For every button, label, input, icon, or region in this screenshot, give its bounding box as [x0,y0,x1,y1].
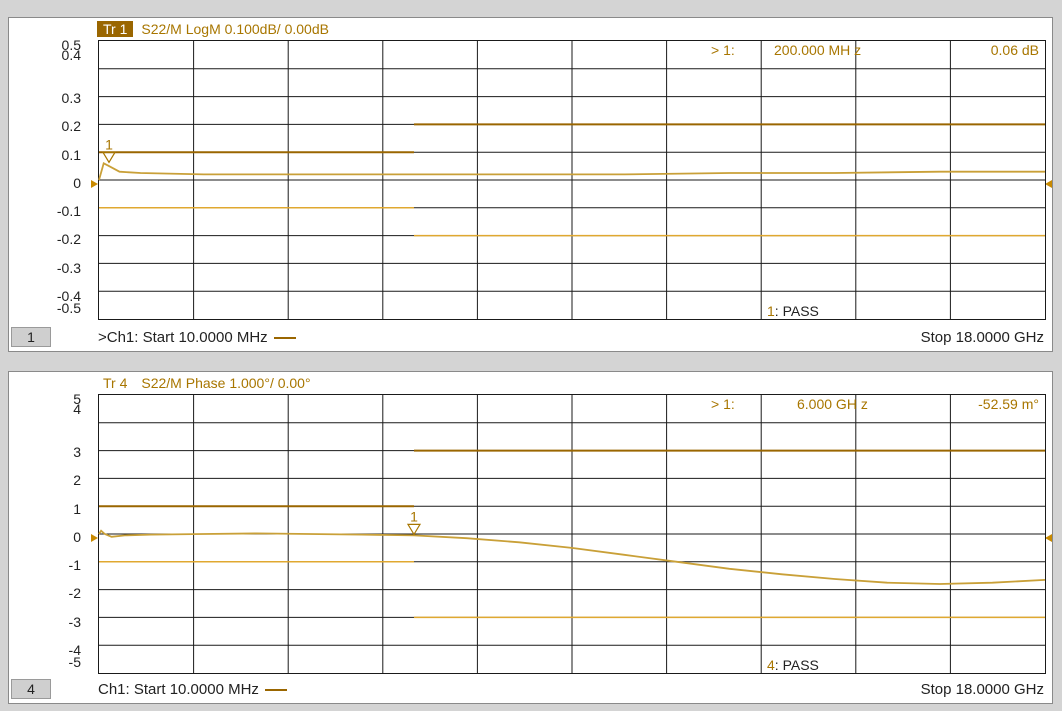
marker-number-label: 1 [410,508,418,524]
stop-frequency[interactable]: Stop 18.0000 GHz [920,681,1044,698]
start-frequency-label: Ch1: Start 10.0000 MHz [98,681,259,698]
y-axis-label: -0.1 [56,203,81,219]
y-axis-label: -0.4 [56,288,81,304]
y-axis-label: 0.2 [61,118,81,134]
y-axis-label: 3 [73,444,81,460]
y-axis-label: 2 [73,472,81,488]
y-axis-label: -1 [68,557,81,573]
stop-frequency[interactable]: Stop 18.0000 GHz [920,329,1044,346]
y-axis-label: 0.5 [61,37,81,53]
y-axis-label: 0 [73,175,81,191]
chart-svg: 1 [98,41,1045,319]
plot-area[interactable]: 1 > 1: 6.000 GH z -52.59 m° 4: PASS [98,394,1046,674]
plot-area[interactable]: 1 > 1: 200.000 MH z 0.06 dB 1: PASS [98,40,1046,320]
measurement-trace [98,529,1046,585]
y-axis-label: -0.5 [56,300,81,316]
y-axis-label: 0 [73,529,81,545]
marker-readout-value: 0.06 dB [990,42,1039,58]
trace-title: S22/M LogM 0.100dB/ 0.00dB [141,20,329,37]
start-frequency[interactable]: >Ch1: Start 10.0000 MHz [98,329,296,346]
limit-test-number: 4 [767,657,775,673]
y-axis-label: -3 [68,614,81,630]
trace-label[interactable]: Tr 4 [103,374,128,391]
trace-color-swatch [264,688,287,691]
reference-level-right-arrow-icon [1045,180,1052,188]
marker-readout-prefix: > 1: [711,42,735,58]
trace-window-4[interactable]: Tr 4 S22/M Phase 1.000°/ 0.00° 5 4 3 2 1… [8,371,1053,704]
y-axis-label: -2 [68,585,81,601]
limit-test-result: : PASS [774,303,819,319]
channel-footer: 1 >Ch1: Start 10.0000 MHz Stop 18.0000 G… [9,323,1052,351]
channel-footer: 4 Ch1: Start 10.0000 MHz Stop 18.0000 GH… [9,675,1052,703]
reference-level-left-arrow-icon [91,180,98,188]
y-axis-label: -0.2 [56,231,81,247]
marker-triangle-icon [406,523,422,536]
y-axis-label: -0.3 [56,260,81,276]
y-axis-label: -4 [68,642,81,658]
y-axis-label: 5 [73,391,81,407]
limit-test-status: 1: PASS [767,303,819,319]
measurement-trace [98,161,1045,181]
channel-number-button[interactable]: 4 [11,679,51,699]
y-axis-label: 0.3 [61,90,81,106]
reference-level-right-arrow-icon [1045,534,1052,542]
trace-title-bar[interactable]: Tr 1 S22/M LogM 0.100dB/ 0.00dB [97,20,329,37]
marker-triangle-icon [101,151,117,164]
y-axis-label: 1 [73,501,81,517]
channel-number-button[interactable]: 1 [11,327,51,347]
limit-test-status: 4: PASS [767,657,819,673]
y-axis-label: 0.1 [61,147,81,163]
chart-svg: 1 [98,395,1046,673]
marker-readout-frequency: 6.000 GH z [797,396,868,412]
limit-test-number: 1 [767,303,775,319]
y-axis-label: -5 [68,654,81,670]
trace-title: S22/M Phase 1.000°/ 0.00° [141,374,311,391]
marker-readout-frequency: 200.000 MH z [774,42,862,58]
marker-number-label: 1 [105,136,113,152]
start-frequency-label: >Ch1: Start 10.0000 MHz [98,329,268,346]
trace-label[interactable]: Tr 1 [97,20,134,37]
trace-title-bar[interactable]: Tr 4 S22/M Phase 1.000°/ 0.00° [97,374,311,391]
marker-readout-prefix: > 1: [711,396,735,412]
marker-readout-value: -52.59 m° [978,396,1039,412]
y-axis-label: 4 [73,401,81,417]
start-frequency[interactable]: Ch1: Start 10.0000 MHz [98,681,287,698]
y-axis-label: 0.4 [61,47,81,63]
trace-window-1[interactable]: Tr 1 S22/M LogM 0.100dB/ 0.00dB 0.5 0.4 … [8,17,1053,352]
reference-level-left-arrow-icon [91,534,98,542]
trace-color-swatch [273,336,296,339]
limit-test-result: : PASS [774,657,819,673]
